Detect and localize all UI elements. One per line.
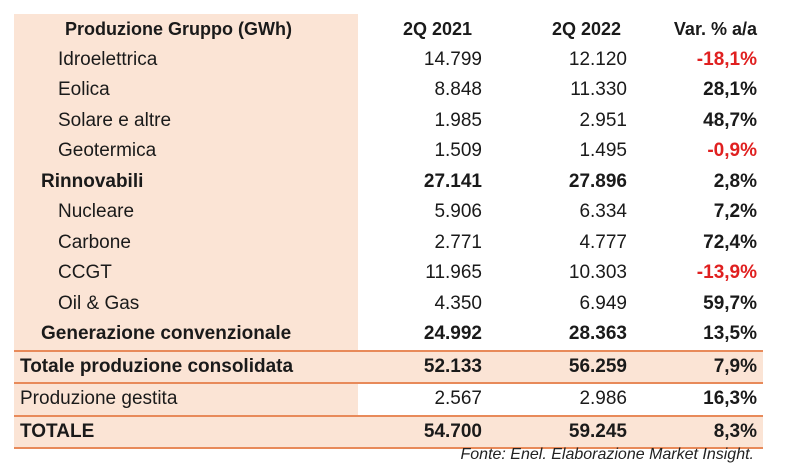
row-value-2022: 12.120 xyxy=(568,48,627,70)
table-row: CCGT 11.965 10.303 -13,9% xyxy=(14,258,763,289)
row-value-2022: 10.303 xyxy=(568,262,627,284)
row-label: Rinnovabili xyxy=(41,170,144,192)
row-value-2021: 54.700 xyxy=(423,420,482,442)
row-value-2022: 56.259 xyxy=(568,355,627,377)
source-note: Fonte: Enel. Elaborazione Market Insight… xyxy=(460,446,755,463)
row-value-2021: 1.985 xyxy=(434,109,482,131)
row-var: -0,9% xyxy=(707,140,757,162)
row-label: Geotermica xyxy=(58,140,157,162)
row-label: Oil & Gas xyxy=(58,292,140,314)
row-var: -18,1% xyxy=(696,48,757,70)
row-var: 16,3% xyxy=(703,388,757,410)
table-row-total-consolidated: Totale produzione consolidata 52.133 56.… xyxy=(14,349,763,384)
row-value-2022: 11.330 xyxy=(570,79,627,101)
table-row: Carbone 2.771 4.777 72,4% xyxy=(14,227,763,258)
row-label: Generazione convenzionale xyxy=(41,323,292,345)
table-row: Oil & Gas 4.350 6.949 59,7% xyxy=(14,288,763,319)
row-value-2021: 24.992 xyxy=(423,323,482,345)
table-row-subtotal: Rinnovabili 27.141 27.896 2,8% xyxy=(14,166,763,197)
row-value-2022: 6.949 xyxy=(579,292,627,314)
header-2q2021: 2Q 2021 xyxy=(402,18,472,39)
row-value-2022: 6.334 xyxy=(579,201,627,223)
table-row-grand-total: TOTALE 54.700 59.245 8,3% xyxy=(14,416,763,449)
row-label: Nucleare xyxy=(58,201,135,223)
row-value-2021: 8.848 xyxy=(434,79,482,101)
row-value-2022: 27.896 xyxy=(568,170,627,192)
row-var: 59,7% xyxy=(703,292,757,314)
table-row: Nucleare 5.906 6.334 7,2% xyxy=(14,197,763,228)
row-var: 7,2% xyxy=(713,201,757,223)
table-header: Produzione Gruppo (GWh) 2Q 2021 2Q 2022 … xyxy=(14,14,763,45)
row-label: Eolica xyxy=(58,79,110,101)
row-label: Solare e altre xyxy=(58,109,172,131)
row-value-2022: 1.495 xyxy=(579,140,627,162)
row-var: 8,3% xyxy=(713,420,757,442)
row-value-2021: 1.509 xyxy=(434,140,482,162)
row-value-2021: 52.133 xyxy=(423,355,482,377)
row-label: CCGT xyxy=(58,262,112,284)
header-2q2022: 2Q 2022 xyxy=(551,18,621,39)
row-value-2021: 11.965 xyxy=(425,262,482,284)
table-row: Eolica 8.848 11.330 28,1% xyxy=(14,75,763,106)
header-label: Produzione Gruppo (GWh) xyxy=(65,18,292,39)
row-value-2022: 28.363 xyxy=(568,323,627,345)
row-label: Carbone xyxy=(58,231,131,253)
table-row: Idroelettrica 14.799 12.120 -18,1% xyxy=(14,44,763,75)
row-value-2022: 2.951 xyxy=(579,109,627,131)
row-value-2021: 2.771 xyxy=(434,231,482,253)
row-value-2021: 14.799 xyxy=(423,48,482,70)
row-label: Produzione gestita xyxy=(20,388,178,410)
header-var: Var. % a/a xyxy=(673,18,757,39)
production-table: Produzione Gruppo (GWh) 2Q 2021 2Q 2022 … xyxy=(14,14,763,449)
row-value-2021: 2.567 xyxy=(434,388,482,410)
row-label: Totale produzione consolidata xyxy=(20,355,294,377)
row-var: 7,9% xyxy=(713,355,757,377)
row-value-2022: 59.245 xyxy=(568,420,627,442)
row-var: -13,9% xyxy=(696,262,757,284)
table-row: Solare e altre 1.985 2.951 48,7% xyxy=(14,105,763,136)
row-var: 48,7% xyxy=(703,109,757,131)
table-row-subtotal: Generazione convenzionale 24.992 28.363 … xyxy=(14,319,763,350)
table-row: Geotermica 1.509 1.495 -0,9% xyxy=(14,136,763,167)
row-var: 13,5% xyxy=(703,323,757,345)
row-value-2021: 4.350 xyxy=(434,292,482,314)
row-value-2021: 5.906 xyxy=(434,201,482,223)
row-value-2021: 27.141 xyxy=(423,170,482,192)
row-label: Idroelettrica xyxy=(58,48,158,70)
row-var: 2,8% xyxy=(713,170,757,192)
row-var: 28,1% xyxy=(703,79,757,101)
row-value-2022: 2.986 xyxy=(579,388,627,410)
table-row: Produzione gestita 2.567 2.986 16,3% xyxy=(14,384,763,417)
row-var: 72,4% xyxy=(703,231,757,253)
row-label: TOTALE xyxy=(20,420,95,442)
row-value-2022: 4.777 xyxy=(579,231,627,253)
